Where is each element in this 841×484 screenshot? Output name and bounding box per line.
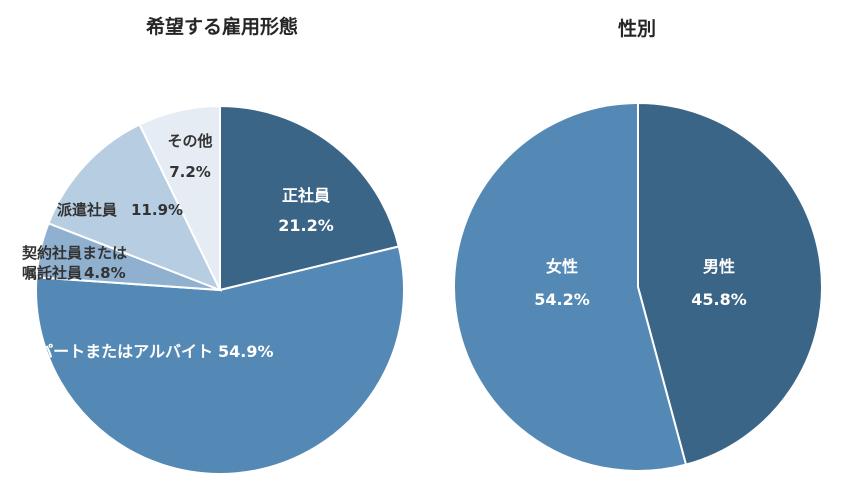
value-contract: 4.8% <box>84 264 126 282</box>
label-contract-line1: 契約社員または <box>21 244 127 262</box>
value-female: 54.2% <box>534 290 590 309</box>
label-contract-line2: 嘱託社員 <box>22 264 82 282</box>
gender-slice-0 <box>637 101 823 466</box>
label-part-time: パートまたはアルバイト <box>37 342 213 361</box>
label-haken: 派遣社員 <box>57 201 117 219</box>
gender-slice-1 <box>453 101 688 472</box>
label-other: その他 <box>167 132 212 150</box>
employment-slice-0 <box>219 104 400 292</box>
label-seishain: 正社員 <box>282 186 330 205</box>
gender-chart-title: 性別 <box>618 17 656 40</box>
employment-pie-chart: 希望する雇用形態 正社員 21.2% パートまたはアルバイト 54.9% 契約社… <box>21 15 405 475</box>
employment-chart-title: 希望する雇用形態 <box>146 15 298 38</box>
value-part-time: 54.9% <box>218 342 274 361</box>
value-other: 7.2% <box>169 163 211 181</box>
gender-pie-chart: 性別 男性 45.8% 女性 54.2% <box>453 17 823 472</box>
label-female: 女性 <box>546 257 578 276</box>
employment-slice-1 <box>35 245 405 475</box>
value-seishain: 21.2% <box>278 216 334 235</box>
gender-pie <box>453 101 823 472</box>
label-male: 男性 <box>703 257 735 276</box>
employment-slice-4 <box>138 104 221 291</box>
employment-pie <box>35 104 405 475</box>
value-haken: 11.9% <box>131 201 183 219</box>
employment-slice-3 <box>47 123 223 292</box>
value-male: 45.8% <box>691 290 747 309</box>
